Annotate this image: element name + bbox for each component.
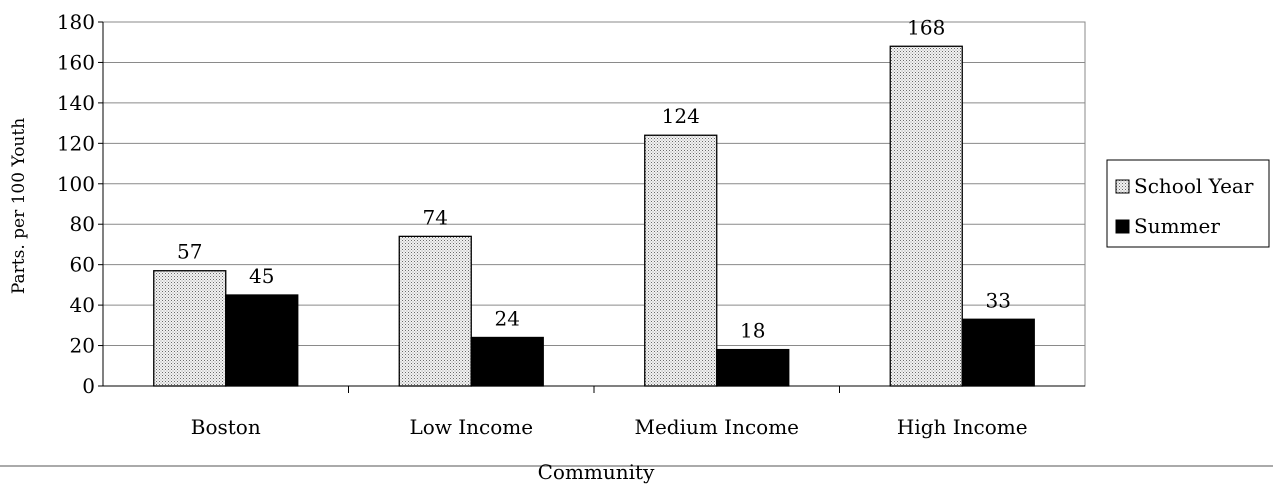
x-tick-label: Low Income [409,415,533,439]
data-label: 18 [740,319,765,343]
y-tick-label: 140 [57,91,95,115]
bar-school-year [644,134,718,387]
x-tick-label: Medium Income [634,415,799,439]
y-tick-label: 100 [57,172,95,196]
legend-box [1106,159,1270,248]
legend: School Year Summer [1106,159,1270,248]
bar-summer [225,294,299,387]
y-tick-label: 0 [82,374,95,398]
x-tick-label: Boston [191,415,261,439]
bar-school-year [153,270,227,387]
data-label: 45 [249,264,274,288]
data-label: 24 [495,306,520,330]
legend-label: School Year [1134,174,1254,198]
y-tick-label: 120 [57,131,95,155]
data-label: 33 [986,288,1011,312]
legend-swatch [1115,179,1130,194]
bar-school-year [889,45,963,387]
data-label: 57 [177,240,202,264]
data-label: 124 [662,104,700,128]
y-tick-label: 20 [70,334,95,358]
data-label: 168 [907,15,945,39]
bar-school-year [398,235,472,387]
plot-area: 0 20 40 60 80 100 120 140 160 180 57 45 Boston 74 24 Lo… [57,10,1086,439]
y-tick-label: 160 [57,50,95,74]
legend-label: Summer [1134,214,1220,238]
x-tick-label: High Income [897,415,1028,439]
bar-summer [716,348,790,387]
bar-summer [470,336,544,387]
y-tick-label: 40 [70,293,95,317]
bar-summer [961,318,1035,387]
legend-swatch [1115,219,1130,234]
y-tick-label: 60 [70,253,95,277]
y-tick-label: 180 [57,10,95,34]
y-axis-title: Parts. per 100 Youth [9,118,29,294]
y-tick-label: 80 [70,212,95,236]
data-label: 74 [423,205,448,229]
x-axis-title: Community [538,460,655,484]
